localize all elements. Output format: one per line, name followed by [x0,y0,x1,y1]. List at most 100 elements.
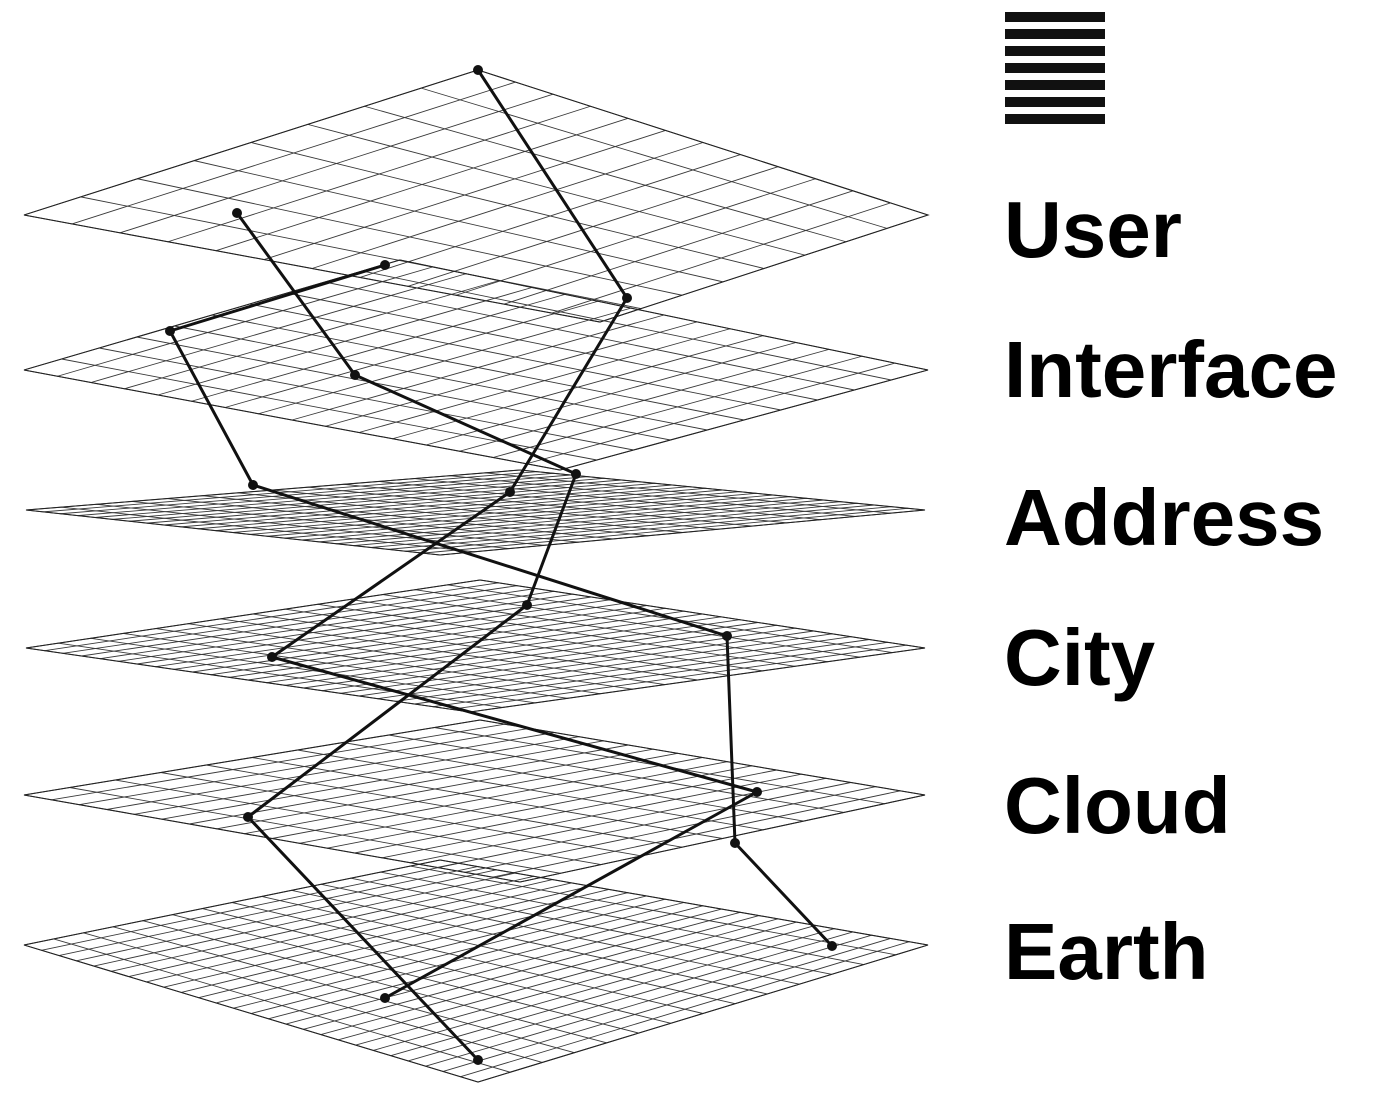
grid-line [364,105,847,243]
grid-line [362,270,892,381]
grid-line [317,603,763,672]
grid-line [172,914,639,1034]
grid-line [324,281,855,391]
connection-node [571,469,581,479]
plane-earth [23,859,929,1083]
logo-bar [1005,80,1105,90]
grid-line [220,618,666,686]
grid-line [90,637,536,704]
connection-node [380,260,390,270]
grid-line [231,902,704,1014]
connection-node [730,838,740,848]
grid-line [484,472,891,514]
connection-paths [165,65,837,1065]
grid-line [249,303,781,411]
plane-outline [23,859,929,1083]
connection-node [350,370,360,380]
label-earth: Earth [1004,907,1209,996]
grid-line [410,865,896,956]
grid-line [237,492,648,537]
grid-line [53,938,511,1073]
grid-line [297,749,764,831]
grid-line [251,757,723,839]
label-user: User [1004,185,1182,274]
connection-node [165,326,175,336]
grid-line [388,734,845,813]
connection-node [243,812,253,822]
grid-line [382,594,828,663]
grid-line [136,336,671,441]
plane-user [23,69,930,323]
grid-line [61,506,475,553]
connection-path2 [235,211,578,1062]
grid-line [350,598,796,667]
grid-line [174,325,708,431]
grid-line [115,779,602,866]
grid-line [131,500,544,546]
grid-line [272,489,683,533]
plane-interface [23,259,929,471]
logo-bar [1005,29,1105,39]
grid-line [80,196,642,310]
label-cloud: Cloud [1004,761,1231,850]
logo-bar [1005,97,1105,107]
layer-planes [23,69,930,1083]
grid-line [350,877,832,975]
connection-path1 [270,68,759,1000]
grid-line [167,498,579,543]
label-interface: Interface [1004,325,1338,414]
label-address: Address [1004,473,1325,562]
grid-line [69,787,561,874]
logo-bar [1005,46,1105,56]
logo-icon [1005,12,1105,124]
grid-line [380,871,864,966]
grid-line [123,632,568,699]
plane-cloud [23,719,926,883]
grid-line [188,623,633,690]
grid-line [113,926,575,1054]
connection-node [267,652,277,662]
plane-outline [23,719,926,883]
grid-line [202,908,671,1024]
logo-bar [1005,63,1105,73]
connection-path3 [168,263,834,948]
connection-node [827,941,837,951]
grid-line [285,608,731,676]
grid-line [308,486,718,530]
connection-node [248,480,258,490]
plane-outline [23,69,930,323]
logo-bar [1005,12,1105,22]
connection-node [622,293,632,303]
plane-outline [23,259,929,471]
grid-line [321,883,800,985]
connection-node [752,787,762,797]
grid-line [291,889,768,995]
grid-line [252,613,698,681]
plane-outline [25,469,926,556]
plane-address [25,469,926,556]
grid-line [155,628,601,695]
connection-node [473,65,483,75]
grid-line [421,87,888,229]
connection-node [522,600,532,610]
grid-line [343,483,752,527]
grid-line [378,480,787,524]
logo-bar [1005,114,1105,124]
connection-node [505,487,515,497]
grid-line [137,178,683,296]
connection-node [473,1055,483,1065]
grid-line [58,642,503,708]
grid-line [414,478,822,521]
grid-line [194,160,724,283]
connection-node [722,631,732,641]
grid-line [202,495,614,540]
grid-line [211,314,745,421]
grid-line [287,292,818,401]
grid-line [250,142,765,269]
grid-line [206,764,683,848]
grid-line [160,772,642,857]
grid-line [415,589,861,658]
connection-node [380,993,390,1003]
connection-node [232,208,242,218]
grid-line [83,932,543,1063]
